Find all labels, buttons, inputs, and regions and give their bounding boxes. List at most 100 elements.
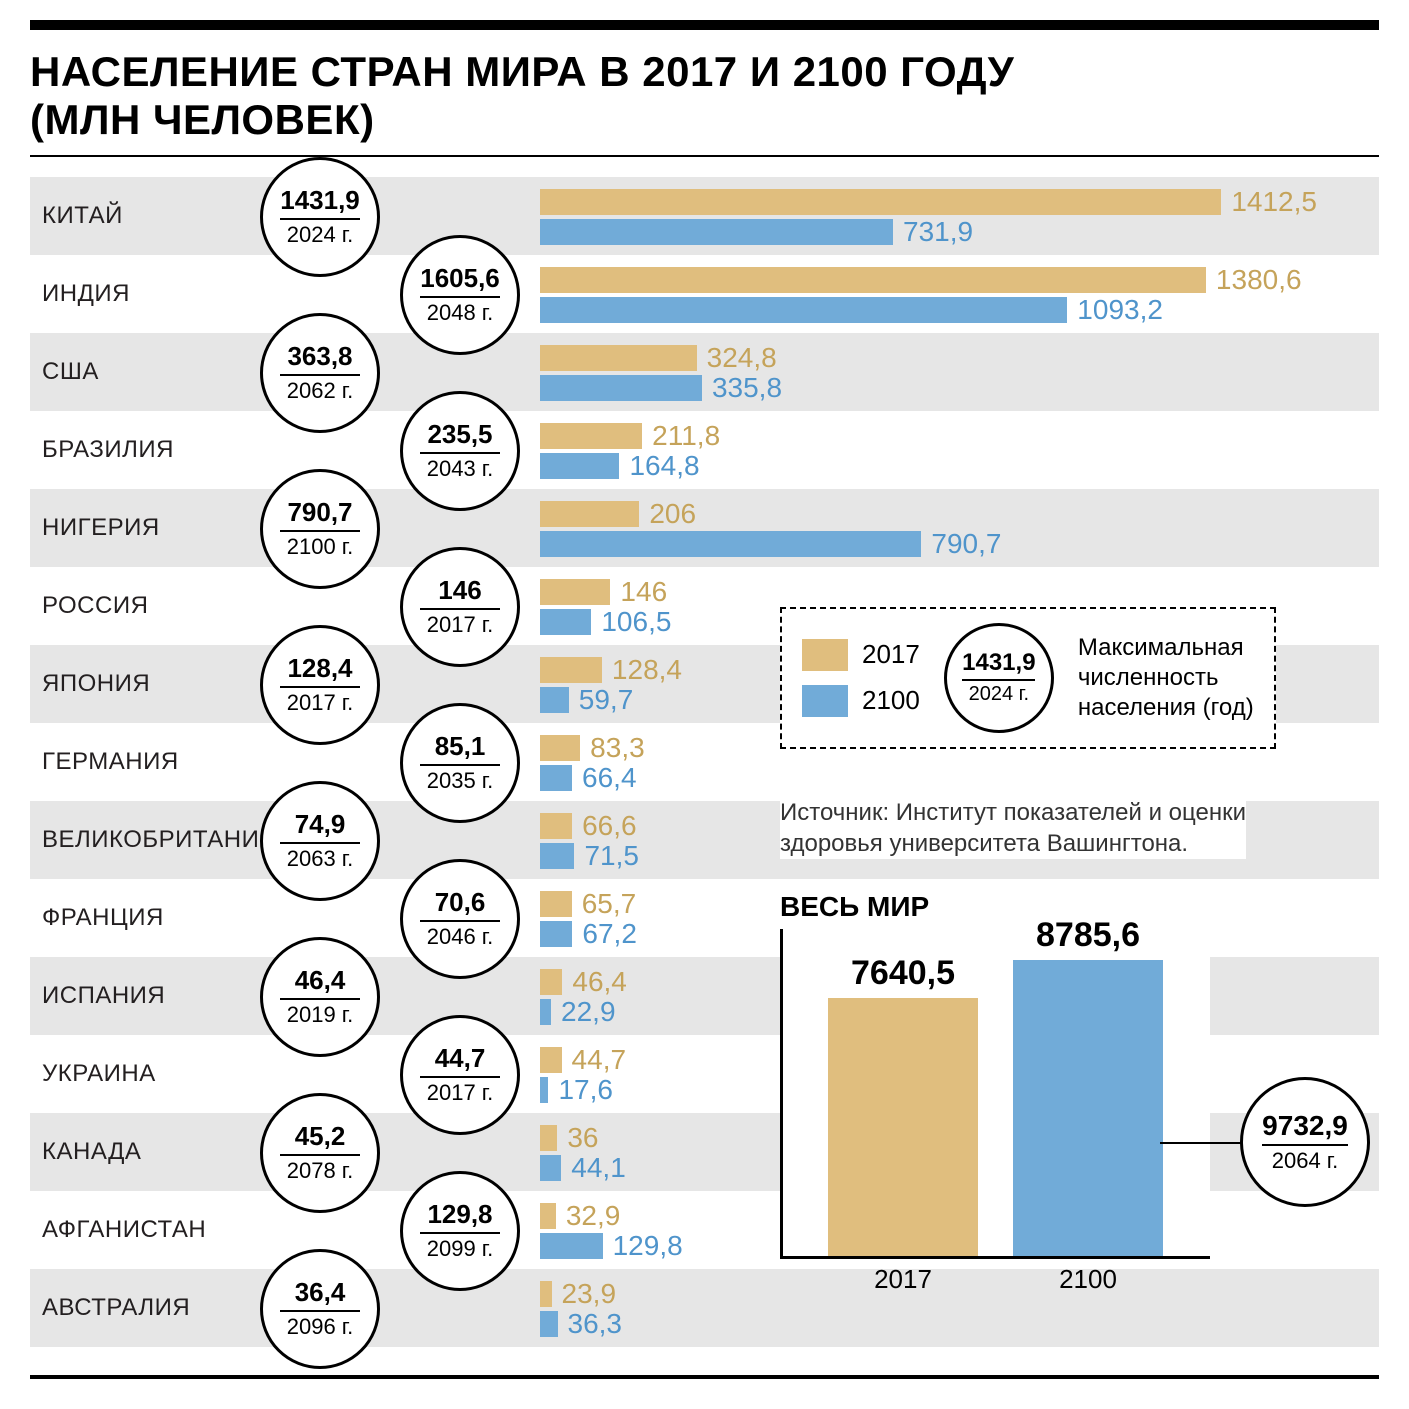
- bar-2017-label: 324,8: [707, 342, 777, 374]
- bar-2100: 22,9: [540, 999, 551, 1025]
- peak-value: 70,6: [435, 887, 486, 918]
- peak-value: 1605,6: [420, 263, 500, 294]
- bar-2017-label: 66,6: [582, 810, 637, 842]
- bar-2100-label: 71,5: [584, 840, 639, 872]
- peak-year: 2017 г.: [287, 690, 354, 716]
- peak-circle-col: 45,22078 г.: [260, 1113, 540, 1191]
- legend-swatches: 2017 2100: [802, 639, 920, 717]
- top-rule: [30, 20, 1379, 30]
- peak-value: 45,2: [295, 1121, 346, 1152]
- peak-circle: 129,82099 г.: [400, 1171, 520, 1291]
- bar-2100-label: 36,3: [568, 1308, 623, 1340]
- peak-sep: [420, 452, 500, 454]
- bar-2100: 71,5: [540, 843, 574, 869]
- bar-2017-label: 128,4: [612, 654, 682, 686]
- source-note: Источник: Институт показателей и оценки …: [780, 797, 1246, 859]
- bar-2100: 731,9: [540, 219, 893, 245]
- peak-year: 2017 г.: [427, 1080, 494, 1106]
- chart-zone: КИТАЙ1431,92024 г.1412,5731,9ИНДИЯ1605,6…: [30, 177, 1379, 1347]
- peak-value: 46,4: [295, 965, 346, 996]
- peak-value: 235,5: [427, 419, 492, 450]
- peak-value: 1431,9: [280, 185, 360, 216]
- bar-2100-label: 1093,2: [1077, 294, 1163, 326]
- bar-2100: 335,8: [540, 375, 702, 401]
- bar-2100-label: 731,9: [903, 216, 973, 248]
- bar-2017: 83,3: [540, 735, 580, 761]
- peak-circle-col: 1431,92024 г.: [260, 177, 540, 255]
- bar-2017-label: 1412,5: [1231, 186, 1317, 218]
- bars-col: 1380,61093,2: [540, 255, 1379, 333]
- peak-sep: [280, 374, 360, 376]
- peak-value: 146: [438, 575, 481, 606]
- bar-2017-label: 36: [567, 1122, 598, 1154]
- bar-2100-label: 59,7: [579, 684, 634, 716]
- legend-caption-l2: численность: [1078, 664, 1219, 691]
- world-peak-sep: [1262, 1144, 1349, 1146]
- bar-2017: 65,7: [540, 891, 572, 917]
- world-x-2100: 2100: [1013, 1264, 1163, 1295]
- bar-2017: 32,9: [540, 1203, 556, 1229]
- bars-col: 206790,7: [540, 489, 1379, 567]
- bar-2100: 106,5: [540, 609, 591, 635]
- bar-2017: 36: [540, 1125, 557, 1151]
- swatch-2100: [802, 685, 848, 717]
- swatch-2100-label: 2100: [862, 685, 920, 716]
- legend-peak-value: 1431,9: [962, 649, 1035, 677]
- country-label: ГЕРМАНИЯ: [30, 748, 260, 776]
- bar-2017: 1412,5: [540, 189, 1221, 215]
- peak-circle: 36,42096 г.: [260, 1249, 380, 1369]
- legend-caption-l1: Максимальная: [1078, 634, 1244, 661]
- bars-col: 211,8164,8: [540, 411, 1379, 489]
- country-label: УКРАИНА: [30, 1060, 260, 1088]
- title-underline: [30, 155, 1379, 157]
- bar-2100-label: 335,8: [712, 372, 782, 404]
- country-row: НИГЕРИЯ790,72100 г.206790,7: [30, 489, 1379, 567]
- bar-2017-label: 46,4: [572, 966, 627, 998]
- legend-peak-circle: 1431,9 2024 г.: [944, 623, 1054, 733]
- peak-sep: [280, 530, 360, 532]
- bar-2017: 211,8: [540, 423, 642, 449]
- country-row: ИНДИЯ1605,62048 г.1380,61093,2: [30, 255, 1379, 333]
- legend-peak-year: 2024 г.: [969, 683, 1029, 706]
- bar-2100-label: 164,8: [629, 450, 699, 482]
- peak-year: 2019 г.: [287, 1002, 354, 1028]
- peak-value: 128,4: [287, 653, 352, 684]
- peak-sep: [280, 998, 360, 1000]
- country-row: АВСТРАЛИЯ36,42096 г.23,936,3: [30, 1269, 1379, 1347]
- peak-circle: 45,22078 г.: [260, 1093, 380, 1213]
- legend-peak-sep: [962, 679, 1035, 681]
- bar-2100: 66,4: [540, 765, 572, 791]
- peak-circle-col: 46,4 2019 г.: [260, 957, 540, 1035]
- bar-2017: 324,8: [540, 345, 697, 371]
- country-row: БРАЗИЛИЯ235,52043 г.211,8164,8: [30, 411, 1379, 489]
- peak-circle: 790,7 2100 г.: [260, 469, 380, 589]
- peak-year: 2100 г.: [287, 534, 354, 560]
- bar-2017: 44,7: [540, 1047, 562, 1073]
- country-label: ИНДИЯ: [30, 280, 260, 308]
- peak-circle-col: 36,42096 г.: [260, 1269, 540, 1347]
- country-row: США363,82062 г.324,8335,8: [30, 333, 1379, 411]
- peak-sep: [280, 842, 360, 844]
- country-label: РОССИЯ: [30, 592, 260, 620]
- peak-year: 2096 г.: [287, 1314, 354, 1340]
- bottom-rule: [30, 1375, 1379, 1379]
- peak-sep: [280, 218, 360, 220]
- peak-value: 790,7: [287, 497, 352, 528]
- bar-2017: 206: [540, 501, 639, 527]
- peak-year: 2062 г.: [287, 378, 354, 404]
- swatch-2017-label: 2017: [862, 639, 920, 670]
- peak-sep: [420, 296, 500, 298]
- bar-2100: 36,3: [540, 1311, 558, 1337]
- bar-2017: 128,4: [540, 657, 602, 683]
- peak-circle: 70,62046 г.: [400, 859, 520, 979]
- peak-circle: 85,12035 г.: [400, 703, 520, 823]
- peak-sep: [280, 1154, 360, 1156]
- peak-sep: [420, 608, 500, 610]
- peak-circle: 44,72017 г.: [400, 1015, 520, 1135]
- bar-2100-label: 106,5: [601, 606, 671, 638]
- peak-sep: [420, 1232, 500, 1234]
- peak-circle: 1605,62048 г.: [400, 235, 520, 355]
- peak-sep: [420, 920, 500, 922]
- peak-circle: 363,82062 г.: [260, 313, 380, 433]
- bar-2100: 59,7: [540, 687, 569, 713]
